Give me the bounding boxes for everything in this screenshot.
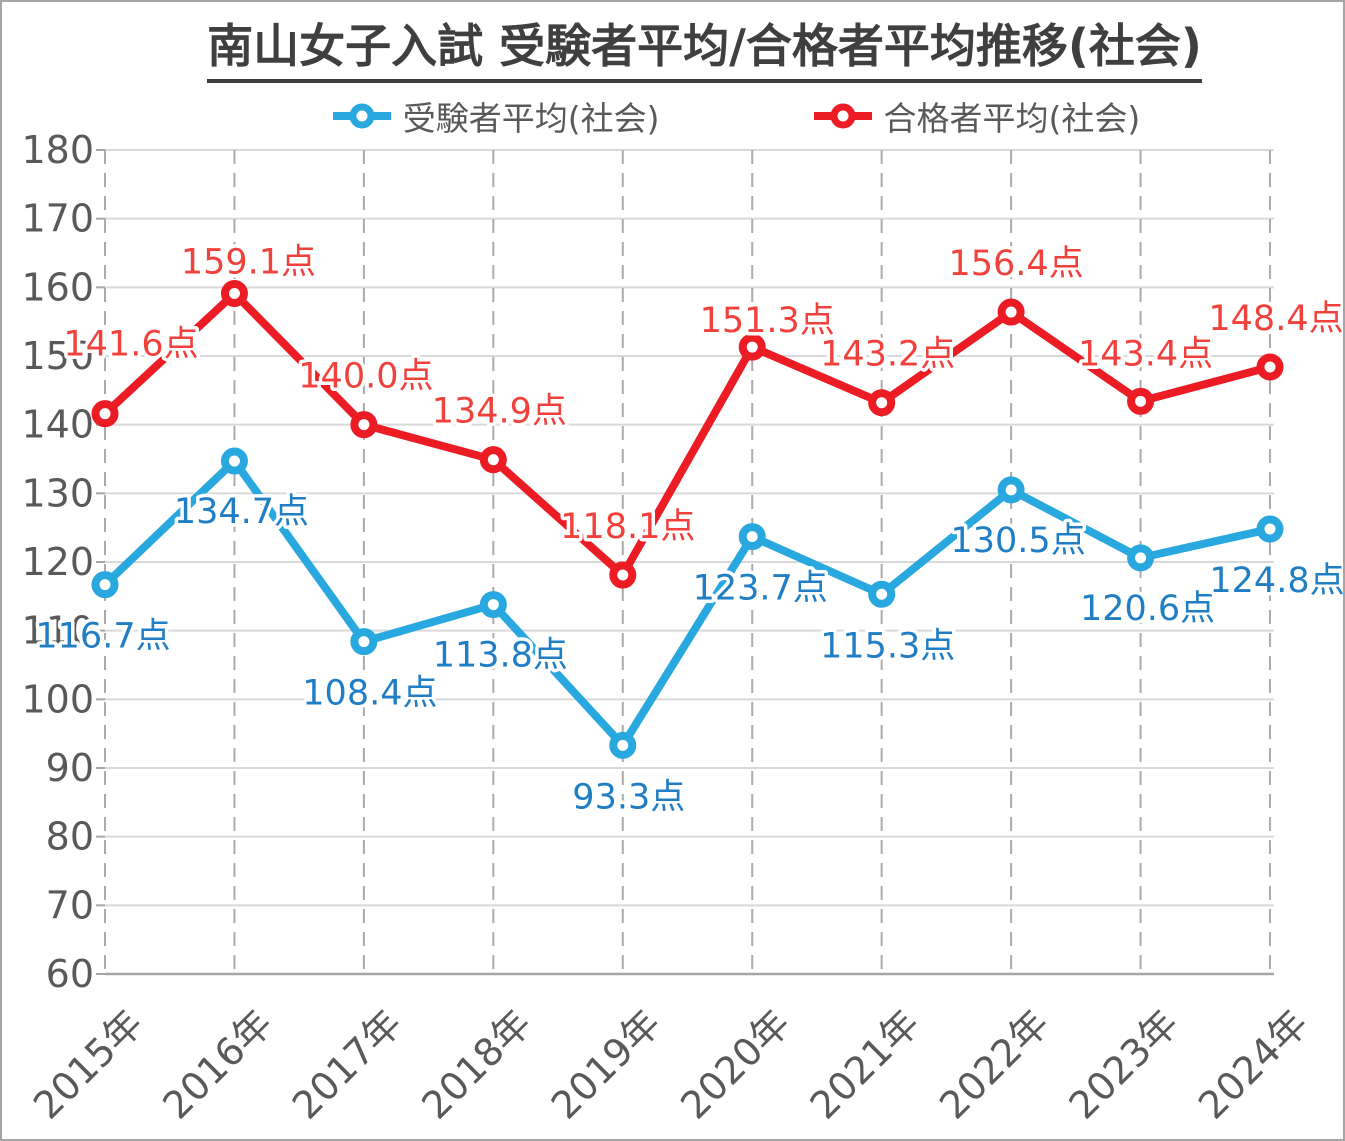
legend-item-examinee-average: 受験者平均(社会) xyxy=(331,92,660,140)
data-label-passer: 156.4点 xyxy=(949,244,1084,284)
x-axis-label: 2024年 xyxy=(1190,1001,1316,1127)
data-point-marker-passer xyxy=(350,411,378,439)
data-point-marker-passer xyxy=(868,389,896,417)
data-label-examinee: 120.6点 xyxy=(1080,589,1215,629)
data-label-examinee: 124.8点 xyxy=(1209,561,1344,601)
chart-title: 南山女子入試 受験者平均/合格者平均推移(社会) xyxy=(2,10,1343,83)
data-label-examinee: 123.7点 xyxy=(693,569,828,609)
y-axis-label: 160 xyxy=(21,265,94,309)
data-label-passer: 134.9点 xyxy=(432,392,567,432)
data-label-passer: 118.1点 xyxy=(560,507,695,547)
data-point-marker-examinee xyxy=(738,523,766,551)
y-axis-label: 120 xyxy=(21,540,94,584)
data-point-marker-examinee xyxy=(1256,515,1284,543)
x-axis-label: 2015年 xyxy=(25,1001,151,1127)
chart-title-text: 南山女子入試 受験者平均/合格者平均推移(社会) xyxy=(207,10,1202,83)
y-axis-label: 180 xyxy=(21,128,94,172)
data-label-examinee: 130.5点 xyxy=(951,521,1086,561)
data-label-passer: 151.3点 xyxy=(700,301,835,341)
data-point-marker-passer xyxy=(1256,353,1284,381)
data-point-marker-examinee xyxy=(220,447,248,475)
x-axis-label: 2018年 xyxy=(413,1001,539,1127)
data-point-marker-examinee xyxy=(1127,544,1155,572)
series-line-examinee xyxy=(101,457,1274,750)
y-axis-label: 90 xyxy=(46,746,94,790)
data-point-marker-examinee xyxy=(868,580,896,608)
data-label-passer: 143.4点 xyxy=(1078,334,1213,374)
y-axis-label: 110 xyxy=(21,609,94,653)
y-axis-label: 100 xyxy=(21,677,94,721)
x-axis-label: 2020年 xyxy=(672,1001,798,1127)
data-point-marker-examinee xyxy=(479,591,507,619)
y-axis-label: 80 xyxy=(46,815,94,859)
series-line-passer xyxy=(101,289,1274,580)
y-axis-label: 140 xyxy=(21,403,94,447)
passer-series-line-marker-icon xyxy=(813,103,872,129)
data-label-examinee: 115.3点 xyxy=(820,626,955,666)
data-point-marker-examinee xyxy=(91,571,119,599)
x-axis-label: 2017年 xyxy=(284,1001,410,1127)
y-axis-label: 60 xyxy=(46,952,94,996)
y-axis-label: 150 xyxy=(21,334,94,378)
data-point-marker-passer xyxy=(479,446,507,474)
legend: 受験者平均(社会) 合格者平均(社会) xyxy=(2,92,1343,140)
examinee-series-line-marker-icon xyxy=(332,103,391,129)
data-point-marker-passer xyxy=(91,400,119,428)
y-axis-label: 70 xyxy=(46,883,94,927)
data-label-passer: 140.0点 xyxy=(298,357,433,397)
data-point-marker-passer xyxy=(1127,387,1155,415)
x-axis-label: 2019年 xyxy=(543,1001,669,1127)
data-label-passer: 143.2点 xyxy=(820,335,955,375)
x-axis-label: 2016年 xyxy=(154,1001,280,1127)
data-point-marker-passer xyxy=(220,280,248,308)
legend-label-passer-average: 合格者平均(社会) xyxy=(883,99,1141,138)
data-label-examinee: 93.3点 xyxy=(572,777,685,817)
data-label-passer: 148.4点 xyxy=(1208,299,1343,339)
data-label-passer: 141.6点 xyxy=(63,325,198,365)
data-label-examinee: 116.7点 xyxy=(35,617,170,657)
x-axis-label: 2023年 xyxy=(1061,1001,1187,1127)
data-point-marker-passer xyxy=(609,561,637,589)
data-label-examinee: 113.8点 xyxy=(433,636,568,676)
data-point-marker-examinee xyxy=(997,476,1025,504)
data-point-marker-passer xyxy=(738,333,766,361)
data-point-marker-examinee xyxy=(350,628,378,656)
y-axis-label: 130 xyxy=(21,471,94,515)
data-label-passer: 159.1点 xyxy=(181,243,316,283)
data-label-examinee: 108.4点 xyxy=(302,674,437,714)
legend-label-examinee-average: 受験者平均(社会) xyxy=(402,99,660,138)
legend-item-passer-average: 合格者平均(社会) xyxy=(812,92,1141,140)
data-label-examinee: 134.7点 xyxy=(174,492,309,532)
data-point-marker-examinee xyxy=(609,731,637,759)
x-axis-label: 2022年 xyxy=(931,1001,1057,1127)
data-point-marker-passer xyxy=(997,298,1025,326)
x-axis-label: 2021年 xyxy=(802,1001,928,1127)
y-axis-label: 170 xyxy=(21,197,94,241)
